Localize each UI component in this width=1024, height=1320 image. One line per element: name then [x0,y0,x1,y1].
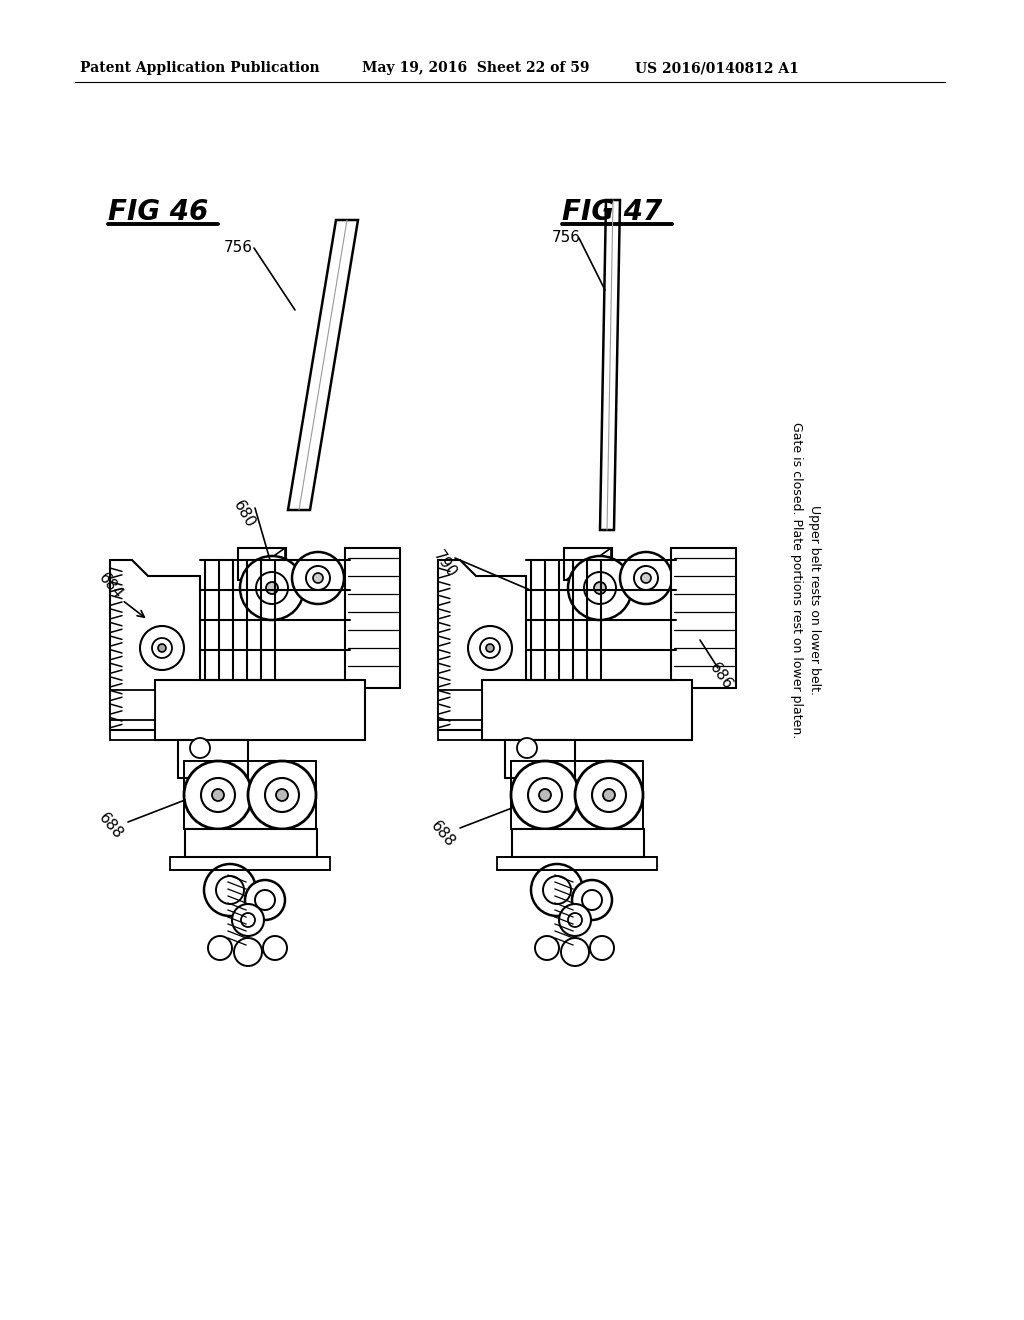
Circle shape [266,582,278,594]
Circle shape [561,939,589,966]
Circle shape [265,777,299,812]
Text: FIG 47: FIG 47 [562,198,663,226]
Circle shape [313,573,323,583]
Circle shape [634,566,658,590]
Circle shape [232,904,264,936]
Circle shape [256,572,288,605]
Text: 756: 756 [224,240,253,255]
Text: FIG 46: FIG 46 [108,198,208,226]
Text: 684: 684 [96,570,126,602]
Text: US 2016/0140812 A1: US 2016/0140812 A1 [635,61,799,75]
Circle shape [486,644,494,652]
Circle shape [158,644,166,652]
Circle shape [152,638,172,657]
Bar [185,829,317,857]
Circle shape [517,738,537,758]
Bar [238,548,286,579]
Circle shape [234,939,262,966]
Text: 756: 756 [552,230,581,246]
Circle shape [204,865,256,916]
Polygon shape [110,560,200,730]
Polygon shape [288,220,358,510]
Circle shape [568,556,632,620]
Bar [505,741,575,777]
Circle shape [535,936,559,960]
Circle shape [212,789,224,801]
Text: Gate is closed. Plate portions rest on lower platen.: Gate is closed. Plate portions rest on l… [790,422,803,738]
Circle shape [480,638,500,657]
Polygon shape [600,201,620,531]
Circle shape [306,566,330,590]
Polygon shape [240,548,285,579]
Text: May 19, 2016  Sheet 22 of 59: May 19, 2016 Sheet 22 of 59 [362,61,590,75]
Text: 680: 680 [230,498,257,531]
Circle shape [276,789,288,801]
Circle shape [603,789,615,801]
Circle shape [620,552,672,605]
Bar [345,548,400,688]
Circle shape [539,789,551,801]
Bar [438,690,482,719]
Circle shape [559,904,591,936]
Bar [512,829,644,857]
Circle shape [140,626,184,671]
Circle shape [592,777,626,812]
Text: Upper belt rests on lower belt.: Upper belt rests on lower belt. [808,506,821,696]
Bar [178,741,248,777]
Circle shape [201,777,234,812]
Circle shape [184,762,252,829]
Circle shape [216,876,244,904]
Text: 688: 688 [96,810,126,842]
Circle shape [531,865,583,916]
Bar [155,680,365,741]
Text: 686: 686 [706,660,735,693]
Circle shape [575,762,643,829]
Text: 790: 790 [430,548,459,581]
Circle shape [240,556,304,620]
Circle shape [468,626,512,671]
Circle shape [263,936,287,960]
Circle shape [190,738,210,758]
Polygon shape [566,548,611,579]
Circle shape [255,890,275,909]
Bar [482,680,692,741]
Circle shape [543,876,571,904]
Text: 688: 688 [428,818,458,850]
Circle shape [572,880,612,920]
Bar [110,690,155,719]
Bar [564,548,612,579]
Circle shape [528,777,562,812]
Circle shape [245,880,285,920]
Circle shape [568,913,582,927]
Bar [671,548,736,688]
Circle shape [590,936,614,960]
Polygon shape [438,560,526,730]
Circle shape [248,762,316,829]
Circle shape [582,890,602,909]
Text: Patent Application Publication: Patent Application Publication [80,61,319,75]
Circle shape [641,573,651,583]
Circle shape [511,762,579,829]
Circle shape [208,936,232,960]
Circle shape [241,913,255,927]
Circle shape [584,572,616,605]
Circle shape [292,552,344,605]
Circle shape [594,582,606,594]
